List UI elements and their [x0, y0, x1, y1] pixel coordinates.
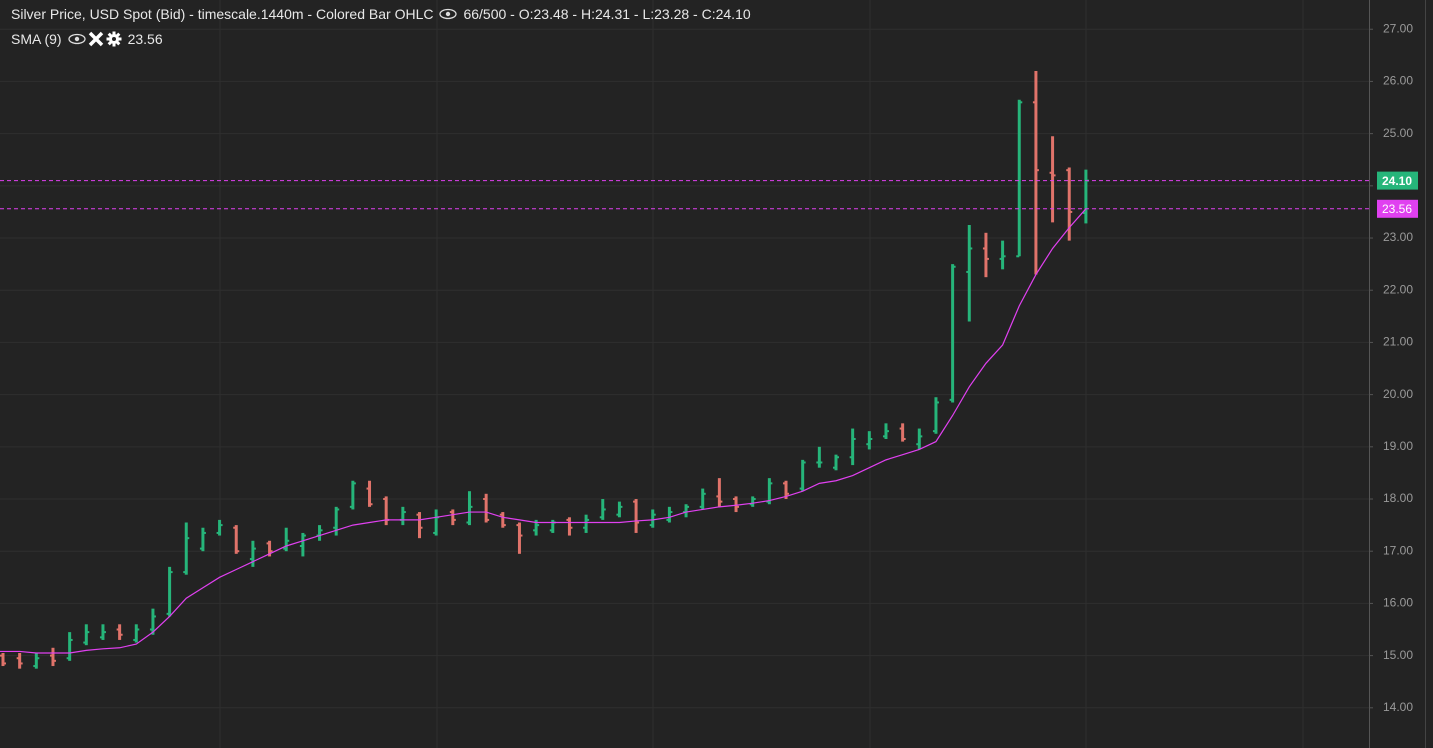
y-tick-label: 18.00 — [1383, 491, 1413, 505]
eye-icon[interactable] — [439, 8, 458, 20]
last-price-box — [1377, 171, 1418, 190]
y-tick-label: 26.00 — [1383, 74, 1413, 88]
y-tick-label: 20.00 — [1383, 387, 1413, 401]
sma-line — [0, 208, 1087, 654]
vertical-grid — [219, 0, 1304, 748]
y-tick-label: 19.00 — [1383, 439, 1413, 453]
header-line: Silver Price, USD Spot (Bid) - timescale… — [11, 6, 751, 22]
chart-title: Silver Price, USD Spot (Bid) - timescale… — [11, 6, 434, 22]
y-tick-label: 27.00 — [1383, 21, 1413, 35]
y-tick-label: 14.00 — [1383, 700, 1413, 714]
y-tick-label: 17.00 — [1383, 543, 1413, 557]
y-tick-label: 16.00 — [1383, 596, 1413, 610]
close-icon[interactable] — [88, 31, 104, 47]
legend-ohlc: 66/500 - O:23.48 - H:24.31 - L:23.28 - C… — [463, 6, 751, 22]
sma-name: SMA (9) — [11, 31, 62, 47]
y-tick-label: 21.00 — [1383, 335, 1413, 349]
sma-value: 23.56 — [127, 31, 163, 47]
y-tick-label: 15.00 — [1383, 648, 1413, 662]
sma-price-box — [1377, 199, 1418, 218]
last-price-label: 24.10 — [1382, 174, 1412, 188]
sma-price-label: 23.56 — [1382, 202, 1412, 216]
eye-icon[interactable] — [67, 33, 86, 45]
y-tick-label: 25.00 — [1383, 126, 1413, 140]
settings-icon[interactable] — [106, 31, 122, 47]
indicator-line: SMA (9) 23.56 — [11, 31, 163, 47]
y-tick-label: 23.00 — [1383, 230, 1413, 244]
y-tick-label: 22.00 — [1383, 282, 1413, 296]
